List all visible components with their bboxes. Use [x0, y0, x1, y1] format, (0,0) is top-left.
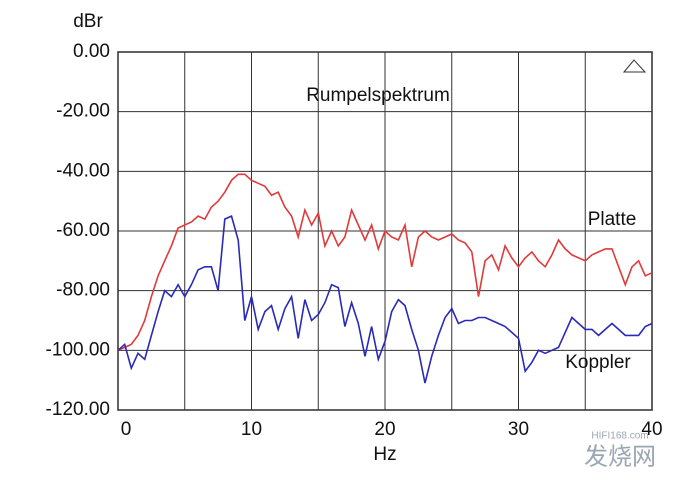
y-tick-label: -60.00: [56, 220, 110, 241]
x-tick-label: 0: [121, 419, 132, 440]
series-line: [117, 214, 653, 384]
y-tick-label: -120.00: [46, 399, 110, 420]
x-tick-label: 30: [508, 419, 529, 440]
corner-icon: [622, 59, 647, 73]
y-axis-label: dBr: [73, 11, 103, 32]
series-line: [117, 173, 653, 352]
series-label: Platte: [588, 209, 637, 230]
y-tick-label: -100.00: [46, 339, 110, 360]
x-tick-label: 10: [241, 419, 262, 440]
x-axis-label: Hz: [373, 444, 396, 465]
x-tick-label: 40: [641, 419, 662, 440]
y-tick-label: -80.00: [56, 280, 110, 301]
y-tick-label: -40.00: [56, 160, 110, 181]
x-tick-label: 20: [374, 419, 395, 440]
watermark: 发烧网: [584, 443, 656, 470]
series-label: Koppler: [565, 352, 631, 373]
chart-title: Rumpelspektrum: [306, 85, 450, 106]
watermark: HIFI168.com: [591, 431, 648, 442]
y-tick-label: 0.00: [73, 41, 110, 62]
y-tick-label: -20.00: [56, 101, 110, 122]
